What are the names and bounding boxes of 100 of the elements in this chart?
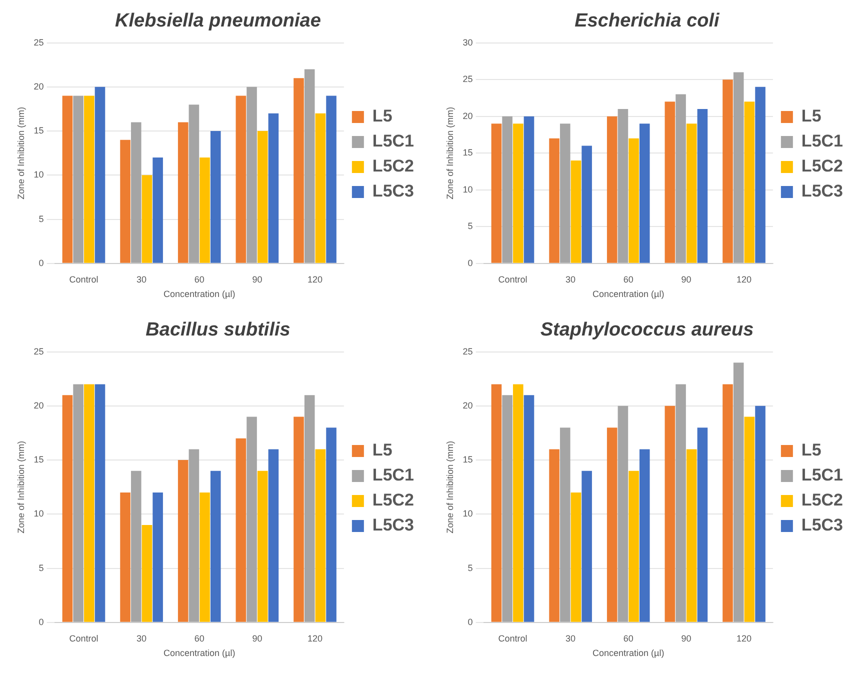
bar [315, 113, 326, 263]
bar [73, 96, 84, 263]
x-tick-label: 60 [194, 633, 204, 644]
legend-label: L5C3 [372, 182, 414, 201]
bar [697, 108, 708, 263]
y-tick-label: 15 [462, 148, 473, 158]
bar [246, 86, 257, 263]
bar [512, 384, 524, 622]
y-tick-label: 5 [38, 562, 44, 573]
legend-label: L5C3 [372, 516, 414, 535]
legend-label: L5C1 [801, 132, 844, 151]
x-tick-label: 60 [623, 633, 634, 644]
bar [697, 428, 708, 622]
bar [73, 384, 84, 622]
y-tick-label: 25 [34, 346, 44, 356]
bar [142, 524, 152, 622]
y-tick-label: 20 [34, 400, 44, 410]
bar [549, 138, 560, 263]
bar [142, 175, 152, 263]
legend-label: L5C2 [372, 490, 414, 510]
legend-label: L5C2 [801, 490, 844, 510]
bar [676, 384, 686, 622]
bar [326, 96, 336, 263]
bar [628, 138, 639, 263]
y-axis-title: Zone of Inhibition (mm) [16, 106, 26, 200]
y-tick-label: 25 [34, 37, 44, 48]
y-axis-title: Zone of Inhibition (mm) [16, 440, 26, 534]
y-tick-label: 20 [34, 81, 44, 92]
y-tick-label: 10 [34, 508, 44, 519]
bar [722, 384, 733, 622]
bar [94, 384, 106, 622]
bar [628, 470, 639, 622]
x-axis-title: Concentration (µl) [164, 289, 236, 300]
bar [200, 492, 210, 622]
chart-title: Bacillus subtilis [146, 320, 290, 341]
bar [744, 102, 755, 263]
x-tick-label: Control [498, 274, 528, 284]
x-axis-title: Concentration (µl) [164, 648, 236, 658]
x-tick-label: 120 [736, 274, 752, 284]
x-axis-title: Concentration (µl) [592, 648, 664, 658]
legend-label: L5C1 [801, 466, 844, 485]
bar [560, 124, 570, 263]
bar [236, 438, 246, 622]
chart-title: Klebsiella pneumoniae [115, 10, 322, 32]
bar [664, 102, 676, 263]
y-tick-label: 25 [462, 74, 473, 84]
bar [62, 96, 73, 263]
bar [491, 384, 502, 622]
bar [210, 470, 221, 622]
bar [722, 80, 733, 263]
bar [676, 94, 686, 263]
bar [130, 122, 142, 263]
y-tick-label: 15 [34, 454, 44, 465]
bar [62, 395, 73, 622]
x-tick-label: 120 [308, 633, 323, 644]
x-axis-title: Concentration (µl) [592, 289, 664, 300]
bar [236, 96, 246, 263]
legend-label: L5C3 [801, 516, 844, 535]
y-tick-label: 5 [468, 562, 473, 573]
bar [639, 124, 650, 263]
x-tick-label: 90 [252, 274, 262, 284]
legend-label: L5C1 [372, 132, 414, 151]
x-tick-label: 60 [194, 274, 204, 284]
x-tick-label: 30 [136, 633, 147, 644]
x-tick-label: 90 [681, 633, 692, 644]
bar [570, 492, 582, 622]
bar [733, 362, 744, 622]
bar [200, 158, 210, 263]
bar [304, 395, 315, 622]
bar [502, 395, 512, 622]
bar [188, 449, 200, 622]
x-tick-label: 30 [566, 274, 576, 284]
bar [502, 116, 512, 263]
bar [84, 384, 94, 622]
x-tick-label: 60 [623, 274, 634, 284]
bar [582, 146, 592, 263]
bar [246, 416, 257, 622]
bar [84, 96, 94, 263]
legend-label: L5C2 [372, 156, 414, 176]
y-tick-label: 10 [462, 184, 473, 194]
bar [618, 108, 628, 263]
legend-label: L5C1 [372, 466, 414, 485]
x-tick-label: 30 [136, 274, 147, 284]
bar [120, 140, 130, 263]
bar [120, 492, 130, 622]
bar [130, 470, 142, 622]
bar [152, 158, 163, 263]
bar [744, 416, 755, 622]
x-tick-label: 90 [681, 274, 692, 284]
bar [304, 69, 315, 263]
x-tick-label: 120 [308, 274, 323, 284]
bar [664, 406, 676, 622]
legend-label: L5C2 [801, 156, 844, 176]
bar [178, 460, 188, 622]
x-tick-label: Control [69, 633, 98, 644]
bar [257, 131, 268, 263]
y-axis-title: Zone of Inhibition (mm) [444, 440, 455, 534]
bar [618, 406, 628, 622]
y-tick-label: 10 [34, 170, 44, 180]
y-axis-title: Zone of Inhibition (mm) [444, 106, 455, 200]
